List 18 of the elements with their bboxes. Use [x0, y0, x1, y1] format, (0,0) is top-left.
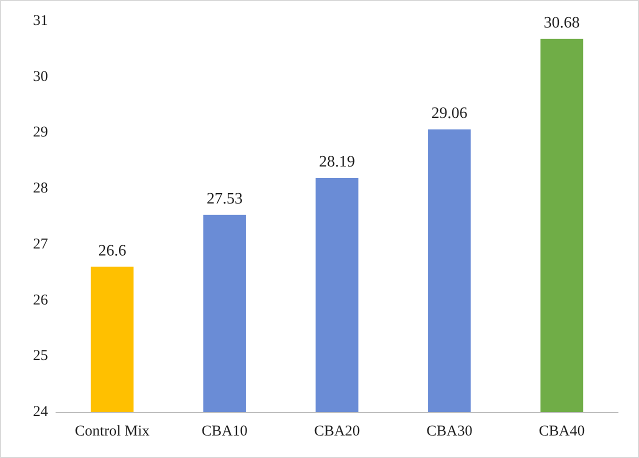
data-label: 29.06 — [431, 104, 468, 122]
y-tick-label: 24 — [33, 404, 48, 420]
x-tick-label: CBA30 — [426, 424, 472, 440]
data-label: 26.6 — [98, 242, 126, 260]
x-tick-label: Control Mix — [74, 424, 150, 440]
y-tick-label: 26 — [33, 292, 48, 308]
data-label: 28.19 — [319, 153, 355, 170]
data-label: 27.53 — [206, 190, 243, 208]
y-tick-label: 29 — [33, 124, 48, 141]
x-tick-label: CBA40 — [538, 424, 585, 440]
data-label: 30.68 — [544, 14, 580, 32]
y-tick-label: 30 — [33, 68, 48, 85]
y-tick-label: 28 — [33, 180, 48, 197]
x-tick-label: CBA20 — [314, 424, 360, 440]
x-tick-label: CBA10 — [202, 424, 248, 440]
y-tick-label: 31 — [33, 13, 48, 29]
y-tick-label: 27 — [33, 236, 48, 252]
y-tick-label: 25 — [33, 348, 48, 364]
